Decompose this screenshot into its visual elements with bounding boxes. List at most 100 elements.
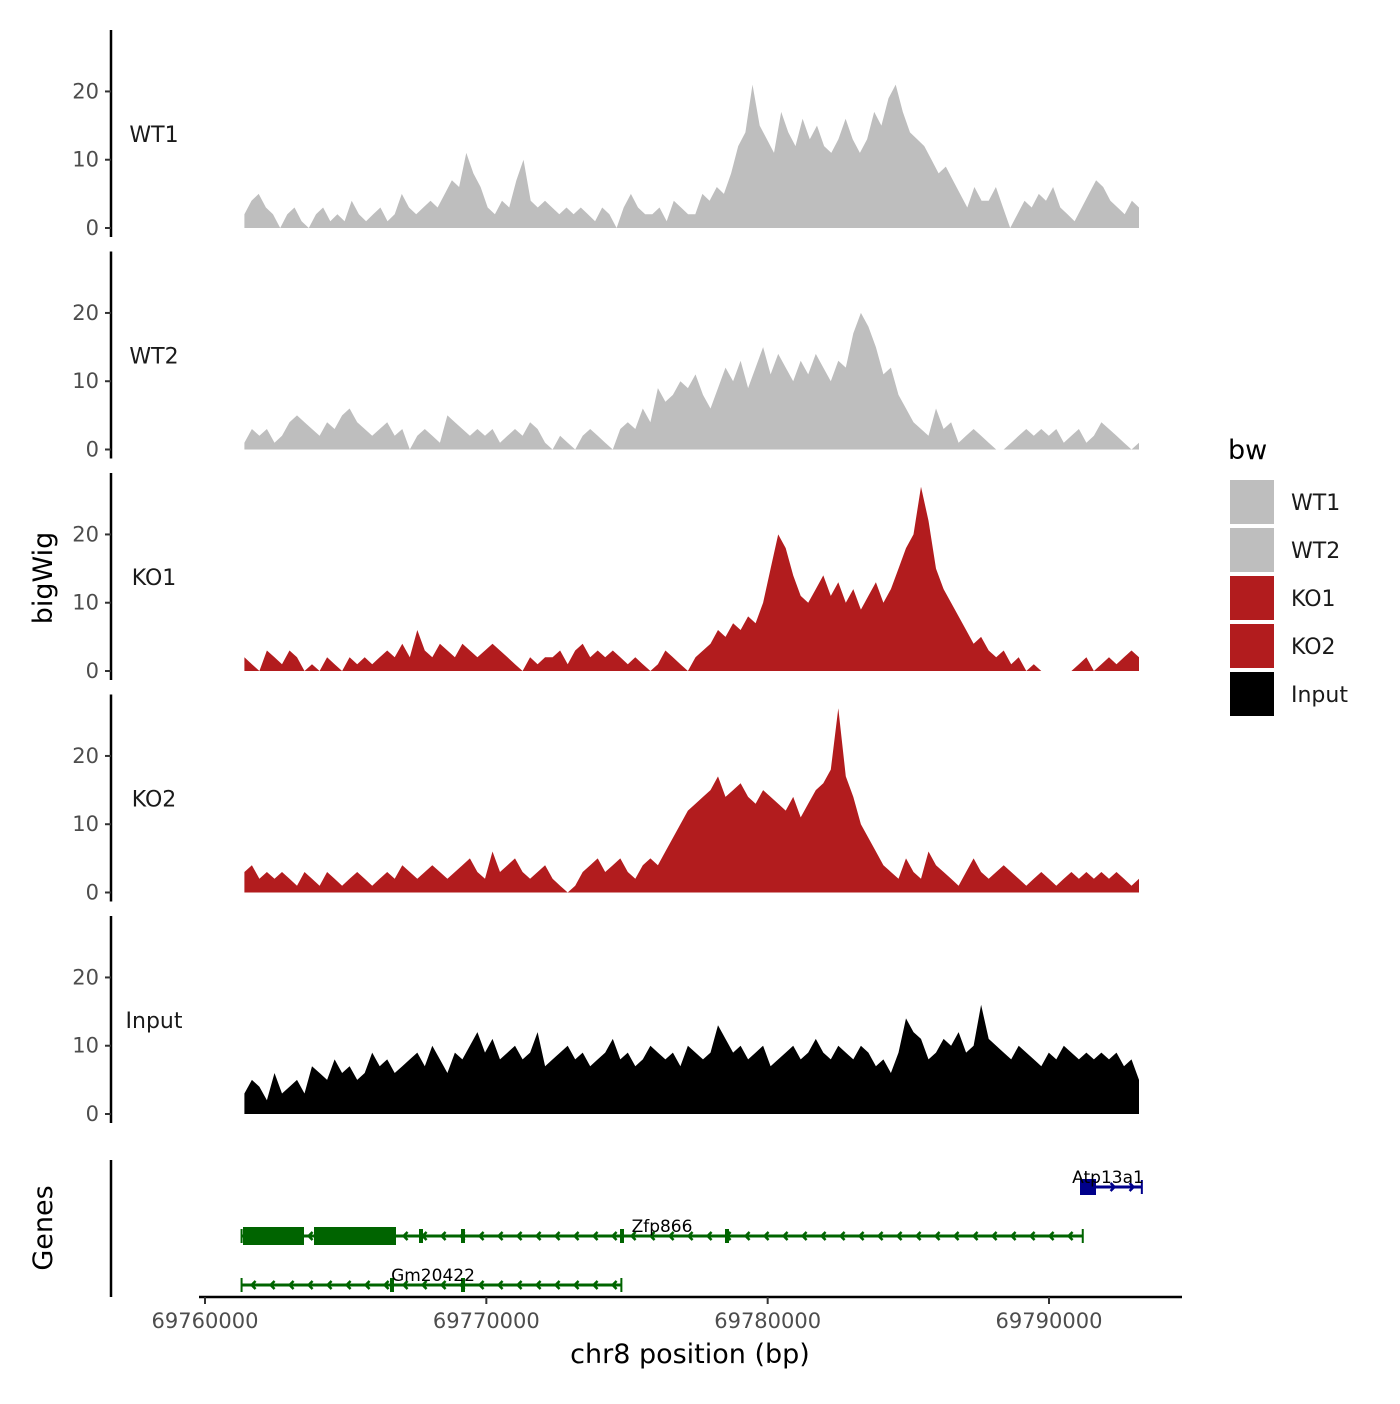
track-panel-ko2: 0 10 20 KO2: [72, 694, 1139, 905]
track-panel-wt1: 0 10 20 WT1: [72, 30, 1139, 240]
strand-arrow: [990, 1231, 998, 1241]
strand-arrow: [344, 1280, 352, 1290]
track-panel-ko1: 0 10 20 KO1: [72, 473, 1139, 683]
strand-arrow: [762, 1231, 770, 1241]
y-tick-label: 10: [72, 1034, 99, 1058]
legend-label-ko2: KO2: [1291, 635, 1336, 660]
strand-arrow: [287, 1280, 295, 1290]
legend-key-ko2: [1230, 624, 1274, 668]
legend-label-input: Input: [1291, 683, 1348, 708]
strand-arrow: [534, 1231, 542, 1241]
y-tick-label: 0: [86, 659, 99, 683]
strand-arrow: [534, 1280, 542, 1290]
strand-arrow: [800, 1231, 808, 1241]
gene-label: Gm20422: [391, 1266, 475, 1286]
strand-arrow: [591, 1280, 599, 1290]
strand-arrow: [439, 1280, 447, 1290]
legend-label-ko1: KO1: [1291, 587, 1336, 612]
strand-arrow: [401, 1231, 409, 1241]
y-tick-label: 20: [72, 965, 99, 989]
y-tick-label: 0: [86, 881, 99, 905]
legend: bw WT1 WT2 KO1 KO2 Input: [1228, 435, 1348, 716]
strand-arrow: [914, 1231, 922, 1241]
strand-arrow: [496, 1231, 504, 1241]
strand-arrow: [648, 1231, 656, 1241]
strand-arrow: [553, 1280, 561, 1290]
genes-axis-title: Genes: [28, 1185, 59, 1270]
gene-gm20422: Gm20422: [240, 1266, 623, 1292]
strand-arrow: [743, 1231, 751, 1241]
strand-arrow: [572, 1280, 580, 1290]
x-tick-label: 69790000: [996, 1309, 1103, 1333]
strand-arrow: [420, 1280, 428, 1290]
strand-arrow: [629, 1231, 637, 1241]
exon-block: [243, 1227, 304, 1245]
y-tick-label: 10: [72, 812, 99, 836]
exon-mark: [461, 1229, 465, 1243]
strand-arrow: [1047, 1231, 1055, 1241]
strand-arrow: [515, 1231, 523, 1241]
strand-arrow: [781, 1231, 789, 1241]
signal-area-ko1: [244, 486, 1139, 671]
strand-arrow: [439, 1231, 447, 1241]
strand-arrow: [876, 1231, 884, 1241]
strand-arrow: [686, 1231, 694, 1241]
strand-arrow: [363, 1280, 371, 1290]
legend-key-wt1: [1230, 480, 1274, 524]
x-axis: 69760000 69770000 69780000 69790000: [152, 1295, 1182, 1333]
signal-area-wt1: [244, 84, 1139, 228]
strand-arrow: [249, 1280, 257, 1290]
strand-arrow: [971, 1231, 979, 1241]
strand-arrow: [667, 1231, 675, 1241]
strand-arrow: [591, 1231, 599, 1241]
signal-tracks: 0 10 20 WT1 0 10 20 WT2 0 10 20 KO1 0 10 20 KO2 0 10 20 Inp…: [72, 30, 1139, 1126]
track-label-wt1: WT1: [129, 123, 178, 148]
x-tick-label: 69780000: [714, 1309, 821, 1333]
y-tick-label: 20: [72, 79, 99, 103]
track-label-wt2: WT2: [129, 345, 178, 370]
x-axis-title: chr8 position (bp): [570, 1339, 810, 1370]
strand-arrow: [1028, 1231, 1036, 1241]
track-label-ko1: KO1: [132, 566, 177, 591]
strand-arrow: [610, 1280, 618, 1290]
y-tick-label: 10: [72, 591, 99, 615]
strand-arrow: [1109, 1182, 1117, 1192]
legend-key-wt2: [1230, 528, 1274, 572]
signal-area-input: [244, 1004, 1139, 1114]
x-tick-label: 69760000: [152, 1309, 259, 1333]
exon-mark: [390, 1278, 394, 1292]
y-tick-label: 20: [72, 744, 99, 768]
strand-arrow: [325, 1280, 333, 1290]
exon-mark: [461, 1278, 465, 1292]
y-tick-label: 20: [72, 301, 99, 325]
strand-arrow: [306, 1280, 314, 1290]
gene-label: Atp13a1: [1072, 1168, 1144, 1188]
strand-arrow: [952, 1231, 960, 1241]
strand-arrow: [477, 1231, 485, 1241]
legend-title: bw: [1228, 435, 1267, 466]
gene-zfp866: Zfp866: [240, 1217, 1084, 1245]
strand-arrow: [1128, 1182, 1136, 1192]
strand-arrow: [572, 1231, 580, 1241]
legend-key-ko1: [1230, 576, 1274, 620]
strand-arrow: [705, 1231, 713, 1241]
y-tick-label: 0: [86, 216, 99, 240]
y-tick-label: 10: [72, 148, 99, 172]
gene-atp13a1: Atp13a1: [1072, 1168, 1144, 1195]
strand-arrow: [401, 1280, 409, 1290]
strand-arrow: [553, 1231, 561, 1241]
strand-arrow: [382, 1280, 390, 1290]
y-tick-label: 0: [86, 438, 99, 462]
gene-track: Atp13a1 Zfp866 Gm20422: [109, 1160, 1144, 1297]
strand-arrow: [1009, 1231, 1017, 1241]
strand-arrow: [895, 1231, 903, 1241]
strand-arrow: [496, 1280, 504, 1290]
signal-area-ko2: [244, 708, 1139, 893]
signal-area-wt2: [244, 312, 1139, 450]
legend-label-wt1: WT1: [1291, 491, 1340, 516]
exon-block: [1080, 1179, 1096, 1195]
legend-key-input: [1230, 672, 1274, 716]
track-label-ko2: KO2: [132, 788, 177, 813]
strand-arrow: [838, 1231, 846, 1241]
strand-arrow: [268, 1280, 276, 1290]
